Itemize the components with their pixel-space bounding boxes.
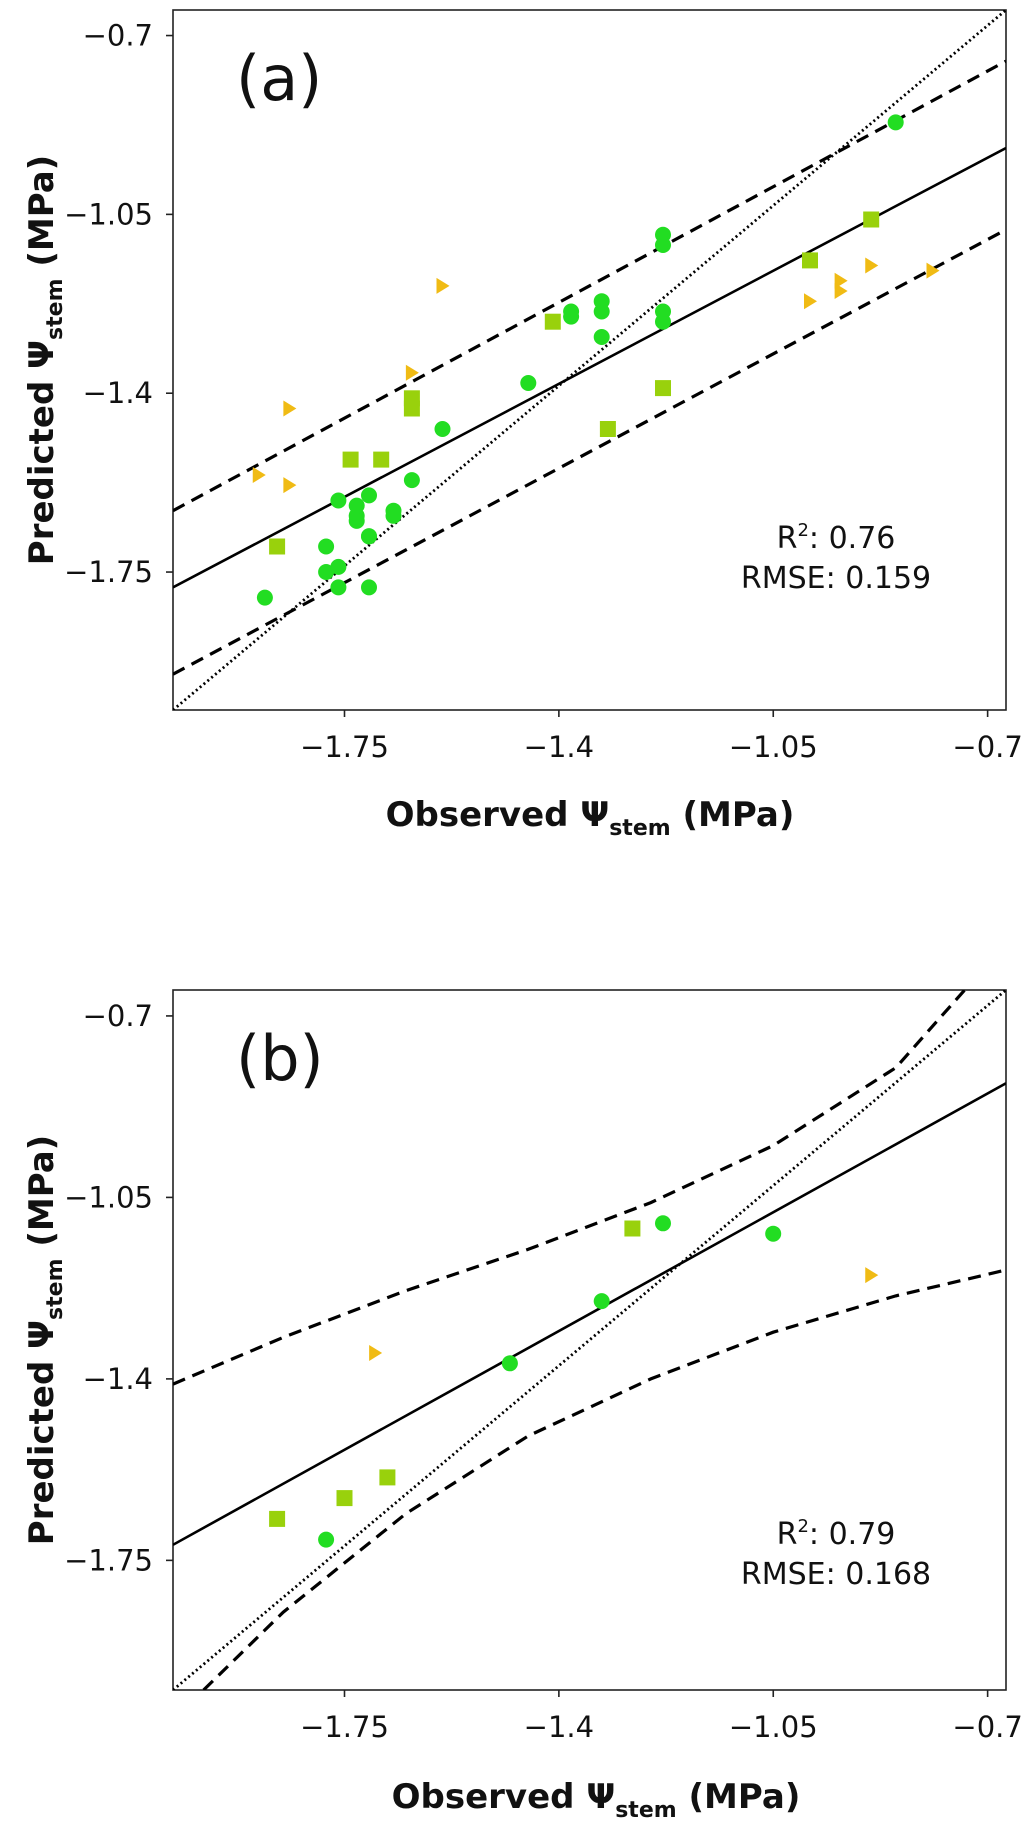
triangle-point (834, 283, 848, 300)
y-axis-label: Predicted Ψstem (MPa) (22, 1135, 68, 1545)
y-tick-label: −0.7 (83, 19, 153, 53)
triangle-point (926, 262, 940, 279)
circle-point (887, 114, 904, 131)
one-to-one-line (173, 10, 1006, 710)
circle-point (655, 1215, 671, 1232)
panel-label: (a) (236, 42, 322, 115)
x-tick-label: −1.4 (524, 730, 594, 764)
triangle-point (865, 257, 879, 274)
ci-lower-line (202, 1268, 1006, 1690)
x-tick-label: −0.7 (952, 1710, 1022, 1744)
axis-ticks: −1.75 −1.4 −1.05 −0.7 −0.7 −1.05 −1.4 −1.75 (64, 999, 1023, 1744)
circle-point (655, 237, 671, 253)
r2-label: R2: 0.79 (777, 1516, 896, 1552)
circle-point (361, 528, 377, 545)
axis-ticks: −1.75 −1.4 −1.05 −0.7 −0.7 −1.05 −1.4 −1.75 (64, 19, 1023, 764)
circle-point (318, 564, 335, 580)
triangle-point (369, 1344, 383, 1361)
circle-point (348, 497, 365, 514)
circle-point (765, 1225, 782, 1242)
chart-panel-b: −1.75 −1.4 −1.05 −0.7 −0.7 −1.05 −1.4 −1.75 (b)… (22, 989, 1023, 1823)
pred-upper-line (173, 59, 1006, 513)
circle-point (434, 421, 451, 437)
y-axis-label: Predicted Ψstem (MPa) (22, 155, 68, 565)
y-tick-label: −0.7 (83, 999, 153, 1033)
plot-frame (172, 989, 1007, 1691)
ci-upper-line (173, 990, 967, 1386)
fit-lines (173, 990, 1006, 1690)
triangle-point (834, 272, 848, 289)
x-axis-label: Observed Ψstem (MPa) (386, 795, 795, 841)
square-point (379, 1469, 396, 1486)
circle-point (593, 329, 610, 345)
circle-point (330, 579, 347, 596)
y-tick-label: −1.4 (83, 1362, 153, 1396)
x-tick-label: −1.05 (729, 1710, 818, 1744)
y-tick-label: −1.75 (64, 1543, 153, 1577)
square-point (269, 538, 286, 555)
plot-frame (172, 9, 1007, 711)
square-point (802, 252, 818, 269)
y-tick-label: −1.05 (64, 197, 153, 231)
square-point (403, 400, 420, 417)
circle-point (318, 538, 335, 555)
circle-point (330, 558, 347, 575)
square-point (373, 451, 390, 468)
r2-label: R2: 0.76 (777, 520, 896, 556)
triangle-point (252, 466, 266, 483)
one-to-one-line (173, 990, 1006, 1690)
square-point (599, 421, 616, 437)
circle-point (501, 1355, 518, 1372)
triangle-point (436, 277, 450, 294)
square-point (624, 1220, 641, 1237)
data-points (269, 1215, 879, 1548)
x-tick-label: −1.75 (300, 1710, 389, 1744)
square-point (336, 1490, 353, 1507)
y-tick-label: −1.4 (83, 376, 153, 410)
fit-line (173, 1082, 1006, 1546)
y-tick-label: −1.75 (64, 555, 153, 589)
circle-point (655, 313, 671, 330)
square-point (655, 380, 671, 397)
square-point (342, 451, 359, 468)
circle-point (361, 579, 377, 596)
panel-label: (b) (236, 1022, 324, 1095)
x-axis-label: Observed Ψstem (MPa) (392, 1777, 801, 1823)
circle-point (593, 1293, 610, 1310)
rmse-label: RMSE: 0.168 (741, 1557, 931, 1592)
circle-point (361, 487, 377, 504)
chart-panel-a: −1.75 −1.4 −1.05 −0.7 −0.7 −1.05 −1.4 −1.75 (a)… (22, 9, 1023, 841)
y-tick-label: −1.05 (64, 1180, 153, 1214)
pred-lower-line (173, 228, 1006, 676)
triangle-point (283, 400, 297, 417)
circle-point (330, 492, 347, 509)
fit-lines (173, 10, 1006, 710)
triangle-point (283, 477, 297, 494)
square-point (544, 313, 561, 330)
circle-point (256, 589, 273, 606)
circle-point (403, 472, 420, 489)
rmse-label: RMSE: 0.159 (741, 561, 931, 596)
square-point (863, 211, 880, 228)
circle-point (563, 308, 580, 325)
x-tick-label: −1.4 (524, 1710, 594, 1744)
triangle-point (804, 293, 817, 310)
circle-point (385, 507, 402, 524)
x-tick-label: −1.05 (729, 730, 818, 764)
circle-point (520, 375, 537, 391)
circle-point (593, 303, 610, 320)
circle-point (348, 512, 365, 529)
x-tick-label: −0.7 (952, 730, 1022, 764)
data-points (252, 114, 940, 606)
x-tick-label: −1.75 (300, 730, 389, 764)
square-point (269, 1510, 286, 1527)
triangle-point (405, 364, 419, 381)
circle-point (318, 1531, 335, 1548)
triangle-point (865, 1267, 879, 1284)
